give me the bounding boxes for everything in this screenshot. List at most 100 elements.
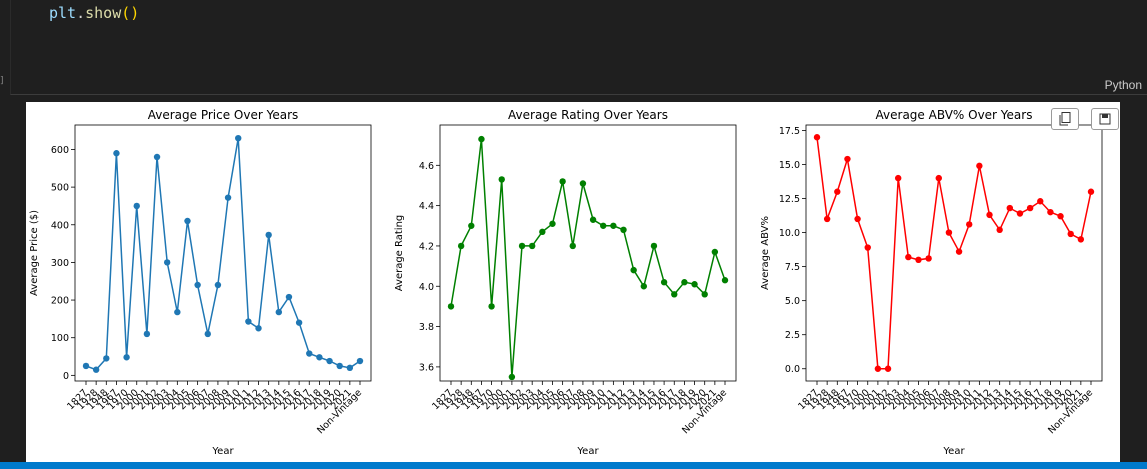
chart-title-1: Average Price Over Years — [148, 108, 299, 122]
series-line-3 — [816, 137, 1092, 370]
data-point — [306, 350, 313, 357]
code-token-dot: . — [76, 4, 86, 22]
data-point — [143, 330, 151, 338]
y-tick-label: 4.0 — [419, 282, 434, 293]
data-point — [103, 355, 110, 362]
code-line[interactable]: plt.show() — [49, 4, 139, 22]
data-point — [285, 293, 293, 301]
data-point — [701, 291, 708, 298]
cell-output: Average Price Over Years Average Price ($… — [26, 102, 1120, 462]
data-point — [275, 308, 283, 316]
data-point — [823, 215, 831, 223]
data-point — [976, 162, 983, 170]
plots-figure: Average Price Over Years Average Price ($… — [29, 108, 1103, 457]
axes-frame-2 — [439, 124, 737, 382]
code-token-module: plt — [49, 4, 77, 22]
y-tick-label: 200 — [51, 296, 69, 307]
data-point — [640, 283, 648, 290]
y-tick-label: 3.6 — [419, 362, 434, 373]
data-point — [488, 303, 495, 310]
data-point — [844, 155, 851, 163]
y-tick-label: 5.0 — [785, 296, 800, 307]
data-point — [255, 325, 262, 332]
data-point — [528, 242, 536, 250]
data-point — [326, 357, 333, 365]
chart-title-3: Average ABV% Over Years — [876, 108, 1033, 122]
data-point — [569, 242, 576, 250]
y-tick-label: 0.0 — [785, 364, 800, 375]
data-point — [204, 330, 211, 338]
data-point — [549, 220, 556, 227]
data-point — [986, 211, 993, 219]
data-point — [498, 176, 505, 183]
y-tick-label: 15.0 — [779, 160, 800, 171]
data-point — [1006, 204, 1014, 212]
data-point — [874, 365, 882, 372]
data-point — [925, 255, 932, 262]
data-point — [996, 226, 1003, 234]
copy-icon — [1059, 112, 1071, 126]
x-axis-label-3: Year — [942, 446, 965, 457]
y-tick-label: 4.6 — [419, 161, 434, 172]
series-line-1 — [85, 138, 361, 371]
data-point — [884, 365, 892, 372]
y-tick-label: 400 — [51, 220, 69, 231]
y-tick-label: 4.4 — [419, 201, 434, 212]
data-point — [660, 279, 668, 286]
data-point — [650, 242, 658, 250]
data-point — [346, 364, 354, 372]
data-point — [1077, 236, 1085, 243]
data-point — [468, 222, 475, 229]
data-point — [214, 281, 222, 289]
data-point — [721, 277, 729, 284]
data-point — [235, 134, 242, 142]
copy-output-button[interactable] — [1051, 108, 1079, 130]
data-point — [813, 134, 821, 141]
y-tick-label: 2.5 — [785, 330, 800, 341]
data-point — [113, 150, 120, 157]
data-point — [295, 319, 303, 326]
cell-gutter-marker[interactable]: ] — [0, 76, 4, 86]
y-tick-label: 100 — [51, 333, 69, 344]
series-line-2 — [450, 139, 726, 378]
data-point — [245, 318, 252, 325]
data-point — [630, 266, 637, 274]
data-point — [1067, 230, 1074, 238]
y-tick-label: 500 — [51, 183, 69, 194]
data-point — [82, 362, 90, 370]
data-point — [518, 242, 526, 250]
data-point — [671, 291, 678, 298]
code-token-parens: () — [121, 4, 140, 22]
axes-frame-3 — [805, 124, 1103, 382]
data-point — [589, 216, 597, 223]
save-output-button[interactable] — [1091, 108, 1119, 130]
data-point — [539, 228, 546, 236]
y-axis-label-1: Average Price ($) — [29, 210, 40, 296]
data-point — [854, 215, 861, 223]
data-point — [478, 135, 485, 143]
chart-title-2: Average Rating Over Years — [508, 108, 668, 122]
data-point — [92, 366, 100, 373]
data-point — [1026, 204, 1034, 212]
data-point — [174, 308, 181, 316]
status-bar — [0, 462, 1147, 469]
data-point — [681, 279, 688, 286]
data-point — [447, 303, 455, 310]
code-token-function: show — [85, 4, 122, 22]
data-point — [153, 153, 161, 161]
code-cell[interactable]: plt.show() Python — [10, 0, 1147, 95]
data-point — [610, 222, 617, 229]
data-point — [1016, 210, 1024, 217]
y-axis-label-2: Average Rating — [394, 215, 405, 291]
data-point — [559, 178, 566, 185]
data-point — [457, 242, 465, 250]
y-tick-label: 12.5 — [779, 194, 800, 205]
data-point — [711, 248, 719, 256]
y-tick-label: 3.8 — [419, 322, 434, 333]
data-point — [955, 248, 963, 255]
data-point — [508, 373, 516, 381]
y-tick-label: 7.5 — [785, 262, 800, 273]
cell-language-label[interactable]: Python — [1104, 78, 1142, 92]
data-point — [691, 281, 698, 288]
y-tick-label: 10.0 — [779, 228, 800, 239]
